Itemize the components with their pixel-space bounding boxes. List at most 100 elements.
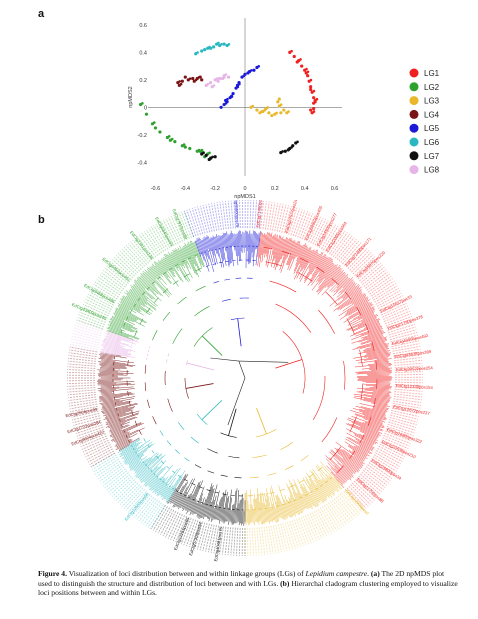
branch-arc [160,431,163,436]
leaf-branch [359,411,386,419]
scatter-point [312,107,315,110]
legend-swatch [410,69,419,78]
x-tick-label: -0.6 [151,186,160,192]
leaf-label-texture [328,503,344,526]
leaf-branch [101,384,136,386]
scatter-point [188,147,191,150]
leaf-branch [217,497,221,520]
caption-part-a-marker: (a) [371,569,380,578]
branch-arc [195,306,210,316]
branch-arc [276,304,311,333]
branch-arc [140,458,141,460]
leaf-branch [271,508,273,520]
leaf-branch [197,504,201,516]
leaf-branch [252,505,253,523]
leaf-label-texture [252,528,253,556]
branch-arc [270,281,297,292]
branch-arc [318,310,334,334]
leaf-branch [225,233,229,265]
leaf-branch [234,234,235,250]
scatter-point [218,77,221,80]
leaf-branch [98,375,127,376]
branch-arc [222,494,226,495]
scatter-point [213,84,216,87]
legend-swatch [410,82,419,91]
legend-label: LG6 [424,138,440,147]
leaf-label-texture [312,512,324,537]
legend-label: LG3 [424,97,440,106]
branch-arc [154,298,158,303]
root-branch [239,361,245,378]
sector-trunk [202,336,222,356]
leaf-label-texture [301,517,311,543]
leaf-label-texture [67,372,95,373]
leaf-label: EdCtg12339pos154 [396,383,434,390]
leaf-branch [366,382,391,383]
scatter-point [305,68,308,71]
leaf-branch [264,233,268,258]
legend-label: LG2 [424,83,440,92]
leaf-branch [262,492,267,522]
branch-arc [361,383,363,400]
leaf-label: EdCtg2606pos99 [65,406,98,418]
leaf-label-texture [395,374,423,375]
leaf-branch [352,450,365,459]
caption-title: Visualization of loci distribution betwe… [69,569,304,578]
leaf-label-texture [92,455,116,469]
branch-arc [208,471,215,473]
caption-title-end: . [367,569,369,578]
leaf-branch [113,313,129,321]
scatter-point [280,103,283,106]
scatter-point [266,106,269,109]
leaf-label-texture [324,505,339,529]
branch-arc [344,361,345,390]
branch-arc [222,299,231,301]
scatter-point [227,75,230,78]
leaf-label-texture [394,360,422,363]
leaf-branch [359,306,374,314]
leaf-branch [99,399,113,401]
leaf-branch [184,245,199,277]
leaf-branch [101,367,126,369]
leaf-branch [152,264,163,278]
leaf-label-texture [68,364,96,366]
leaf-branch [369,325,381,330]
leaf-label-texture [270,203,275,231]
leaf-branch [112,317,138,329]
leaf-branch [158,260,167,272]
scatter-point [306,74,309,77]
leaf-branch [297,479,312,509]
branch-arc [121,330,122,333]
scatter-point [200,49,203,52]
y-tick-label: 0.2 [139,78,147,84]
branch-arc [195,255,198,256]
leaf-branch [100,356,114,358]
leaf-label-texture [268,202,272,230]
leaf-label-texture [395,389,423,391]
leaf-branch [222,507,224,521]
leaf-label-texture [272,203,277,231]
leaf-label-texture [209,204,215,231]
leaf-branch [270,488,278,522]
leaf-branch [338,280,353,294]
leaf-label-texture [252,200,253,228]
leaf-branch [101,386,112,387]
legend-label: LG5 [424,124,440,133]
leaf-branch [308,257,328,286]
legend-label: LG4 [424,110,440,119]
leaf-label-texture [68,390,96,392]
legend-label: LG8 [424,166,440,175]
scatter-point [290,50,293,53]
leaf-branch [137,278,162,301]
leaf-branch [371,338,386,342]
branch-arc [172,471,175,473]
branch-arc [208,251,210,252]
branch-arc [184,458,189,462]
leaf-branch [276,236,283,263]
scatter-point [153,121,156,124]
branch-arc [178,297,187,304]
leaf-label-texture [269,526,273,554]
y-tick-label: -0.4 [138,160,147,166]
leaf-label-texture [211,203,216,230]
leaf-branch [102,402,122,406]
